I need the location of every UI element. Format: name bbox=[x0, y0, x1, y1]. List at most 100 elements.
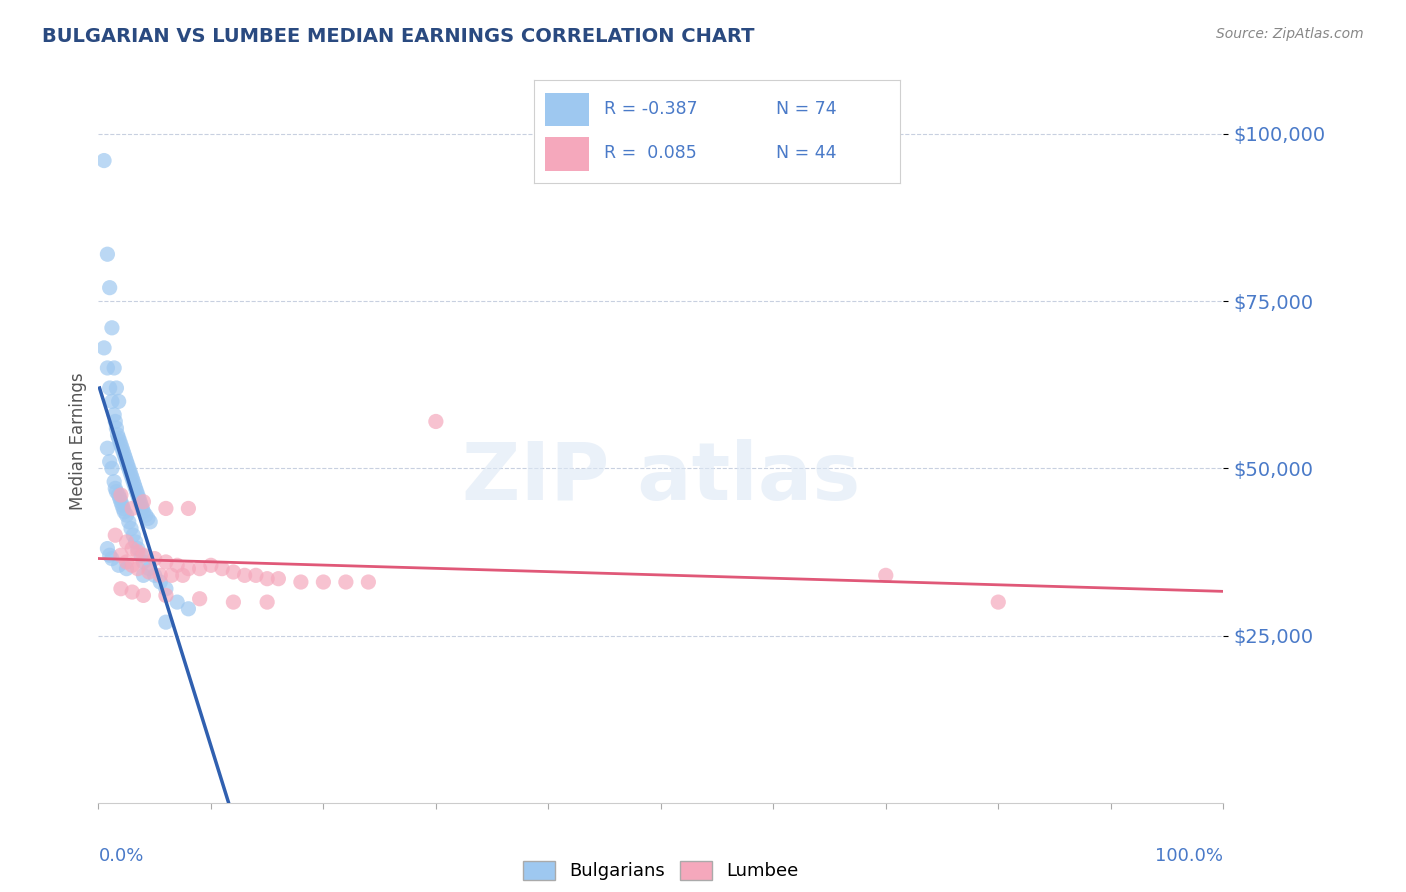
Point bbox=[149, 568, 172, 582]
Text: N = 74: N = 74 bbox=[776, 100, 837, 118]
Point bbox=[110, 488, 132, 502]
Point bbox=[110, 494, 132, 508]
Point bbox=[425, 414, 447, 428]
Point bbox=[177, 562, 200, 576]
Point bbox=[115, 555, 138, 569]
Point bbox=[128, 491, 150, 506]
Point bbox=[122, 475, 145, 489]
Point bbox=[103, 475, 125, 489]
Point bbox=[101, 551, 124, 566]
Point bbox=[149, 575, 172, 590]
Point bbox=[177, 602, 200, 616]
Point bbox=[105, 484, 128, 499]
Point bbox=[132, 555, 155, 569]
Point bbox=[115, 454, 138, 469]
Point bbox=[101, 394, 124, 409]
Point bbox=[96, 361, 118, 376]
Point bbox=[155, 582, 177, 596]
Point bbox=[122, 528, 145, 542]
Point bbox=[118, 461, 141, 475]
Point bbox=[115, 562, 138, 576]
Point bbox=[222, 595, 245, 609]
Text: R =  0.085: R = 0.085 bbox=[603, 145, 696, 162]
Point bbox=[104, 528, 127, 542]
Point bbox=[103, 361, 125, 376]
Point bbox=[143, 551, 166, 566]
Point bbox=[166, 595, 188, 609]
Point bbox=[200, 558, 222, 573]
Point bbox=[107, 431, 129, 445]
Point bbox=[233, 568, 256, 582]
Point bbox=[129, 494, 152, 508]
Point bbox=[104, 414, 127, 428]
Point bbox=[124, 534, 146, 549]
Point bbox=[110, 438, 132, 452]
Point bbox=[132, 548, 155, 563]
Point bbox=[127, 562, 149, 576]
Point bbox=[127, 488, 149, 502]
Point bbox=[211, 562, 233, 576]
Point bbox=[177, 501, 200, 516]
Point bbox=[875, 568, 897, 582]
Point bbox=[111, 441, 134, 455]
Point bbox=[136, 511, 159, 525]
Point bbox=[103, 408, 125, 422]
Point bbox=[93, 153, 115, 168]
Point bbox=[155, 589, 177, 603]
Point bbox=[96, 247, 118, 261]
Point bbox=[121, 501, 143, 516]
Point bbox=[107, 558, 129, 573]
Point bbox=[132, 494, 155, 508]
Point bbox=[111, 498, 134, 512]
Point bbox=[98, 281, 121, 295]
Text: R = -0.387: R = -0.387 bbox=[603, 100, 697, 118]
Point bbox=[172, 568, 194, 582]
Point bbox=[115, 508, 138, 523]
Point bbox=[245, 568, 267, 582]
Point bbox=[222, 565, 245, 579]
Text: Source: ZipAtlas.com: Source: ZipAtlas.com bbox=[1216, 27, 1364, 41]
Point bbox=[117, 458, 139, 472]
Point bbox=[335, 575, 357, 590]
Point bbox=[121, 585, 143, 599]
Point bbox=[112, 448, 135, 462]
FancyBboxPatch shape bbox=[546, 93, 589, 127]
Text: 0.0%: 0.0% bbox=[98, 847, 143, 865]
Point bbox=[121, 558, 143, 573]
Point bbox=[987, 595, 1010, 609]
Point bbox=[188, 591, 211, 606]
Point bbox=[112, 501, 135, 516]
Point bbox=[267, 572, 290, 586]
Point bbox=[105, 421, 128, 435]
Point bbox=[312, 575, 335, 590]
Point bbox=[120, 467, 142, 482]
Text: ZIP atlas: ZIP atlas bbox=[461, 439, 860, 516]
Point bbox=[138, 562, 160, 576]
Point bbox=[118, 515, 141, 529]
Point bbox=[101, 320, 124, 334]
Point bbox=[107, 488, 129, 502]
Point bbox=[129, 498, 152, 512]
Point bbox=[155, 501, 177, 516]
Point bbox=[131, 501, 153, 516]
Point bbox=[101, 461, 124, 475]
Point bbox=[104, 482, 127, 496]
Point bbox=[107, 394, 129, 409]
Y-axis label: Median Earnings: Median Earnings bbox=[69, 373, 87, 510]
Point bbox=[124, 482, 146, 496]
Point bbox=[98, 548, 121, 563]
Point bbox=[108, 434, 131, 449]
Text: BULGARIAN VS LUMBEE MEDIAN EARNINGS CORRELATION CHART: BULGARIAN VS LUMBEE MEDIAN EARNINGS CORR… bbox=[42, 27, 755, 45]
Point bbox=[112, 505, 135, 519]
Point bbox=[105, 381, 128, 395]
Point bbox=[188, 562, 211, 576]
FancyBboxPatch shape bbox=[546, 136, 589, 170]
Point bbox=[135, 508, 157, 523]
Point bbox=[139, 515, 162, 529]
Point bbox=[132, 505, 155, 519]
Point bbox=[143, 568, 166, 582]
Point bbox=[98, 454, 121, 469]
Point bbox=[124, 478, 146, 492]
Point bbox=[93, 341, 115, 355]
Text: 100.0%: 100.0% bbox=[1156, 847, 1223, 865]
